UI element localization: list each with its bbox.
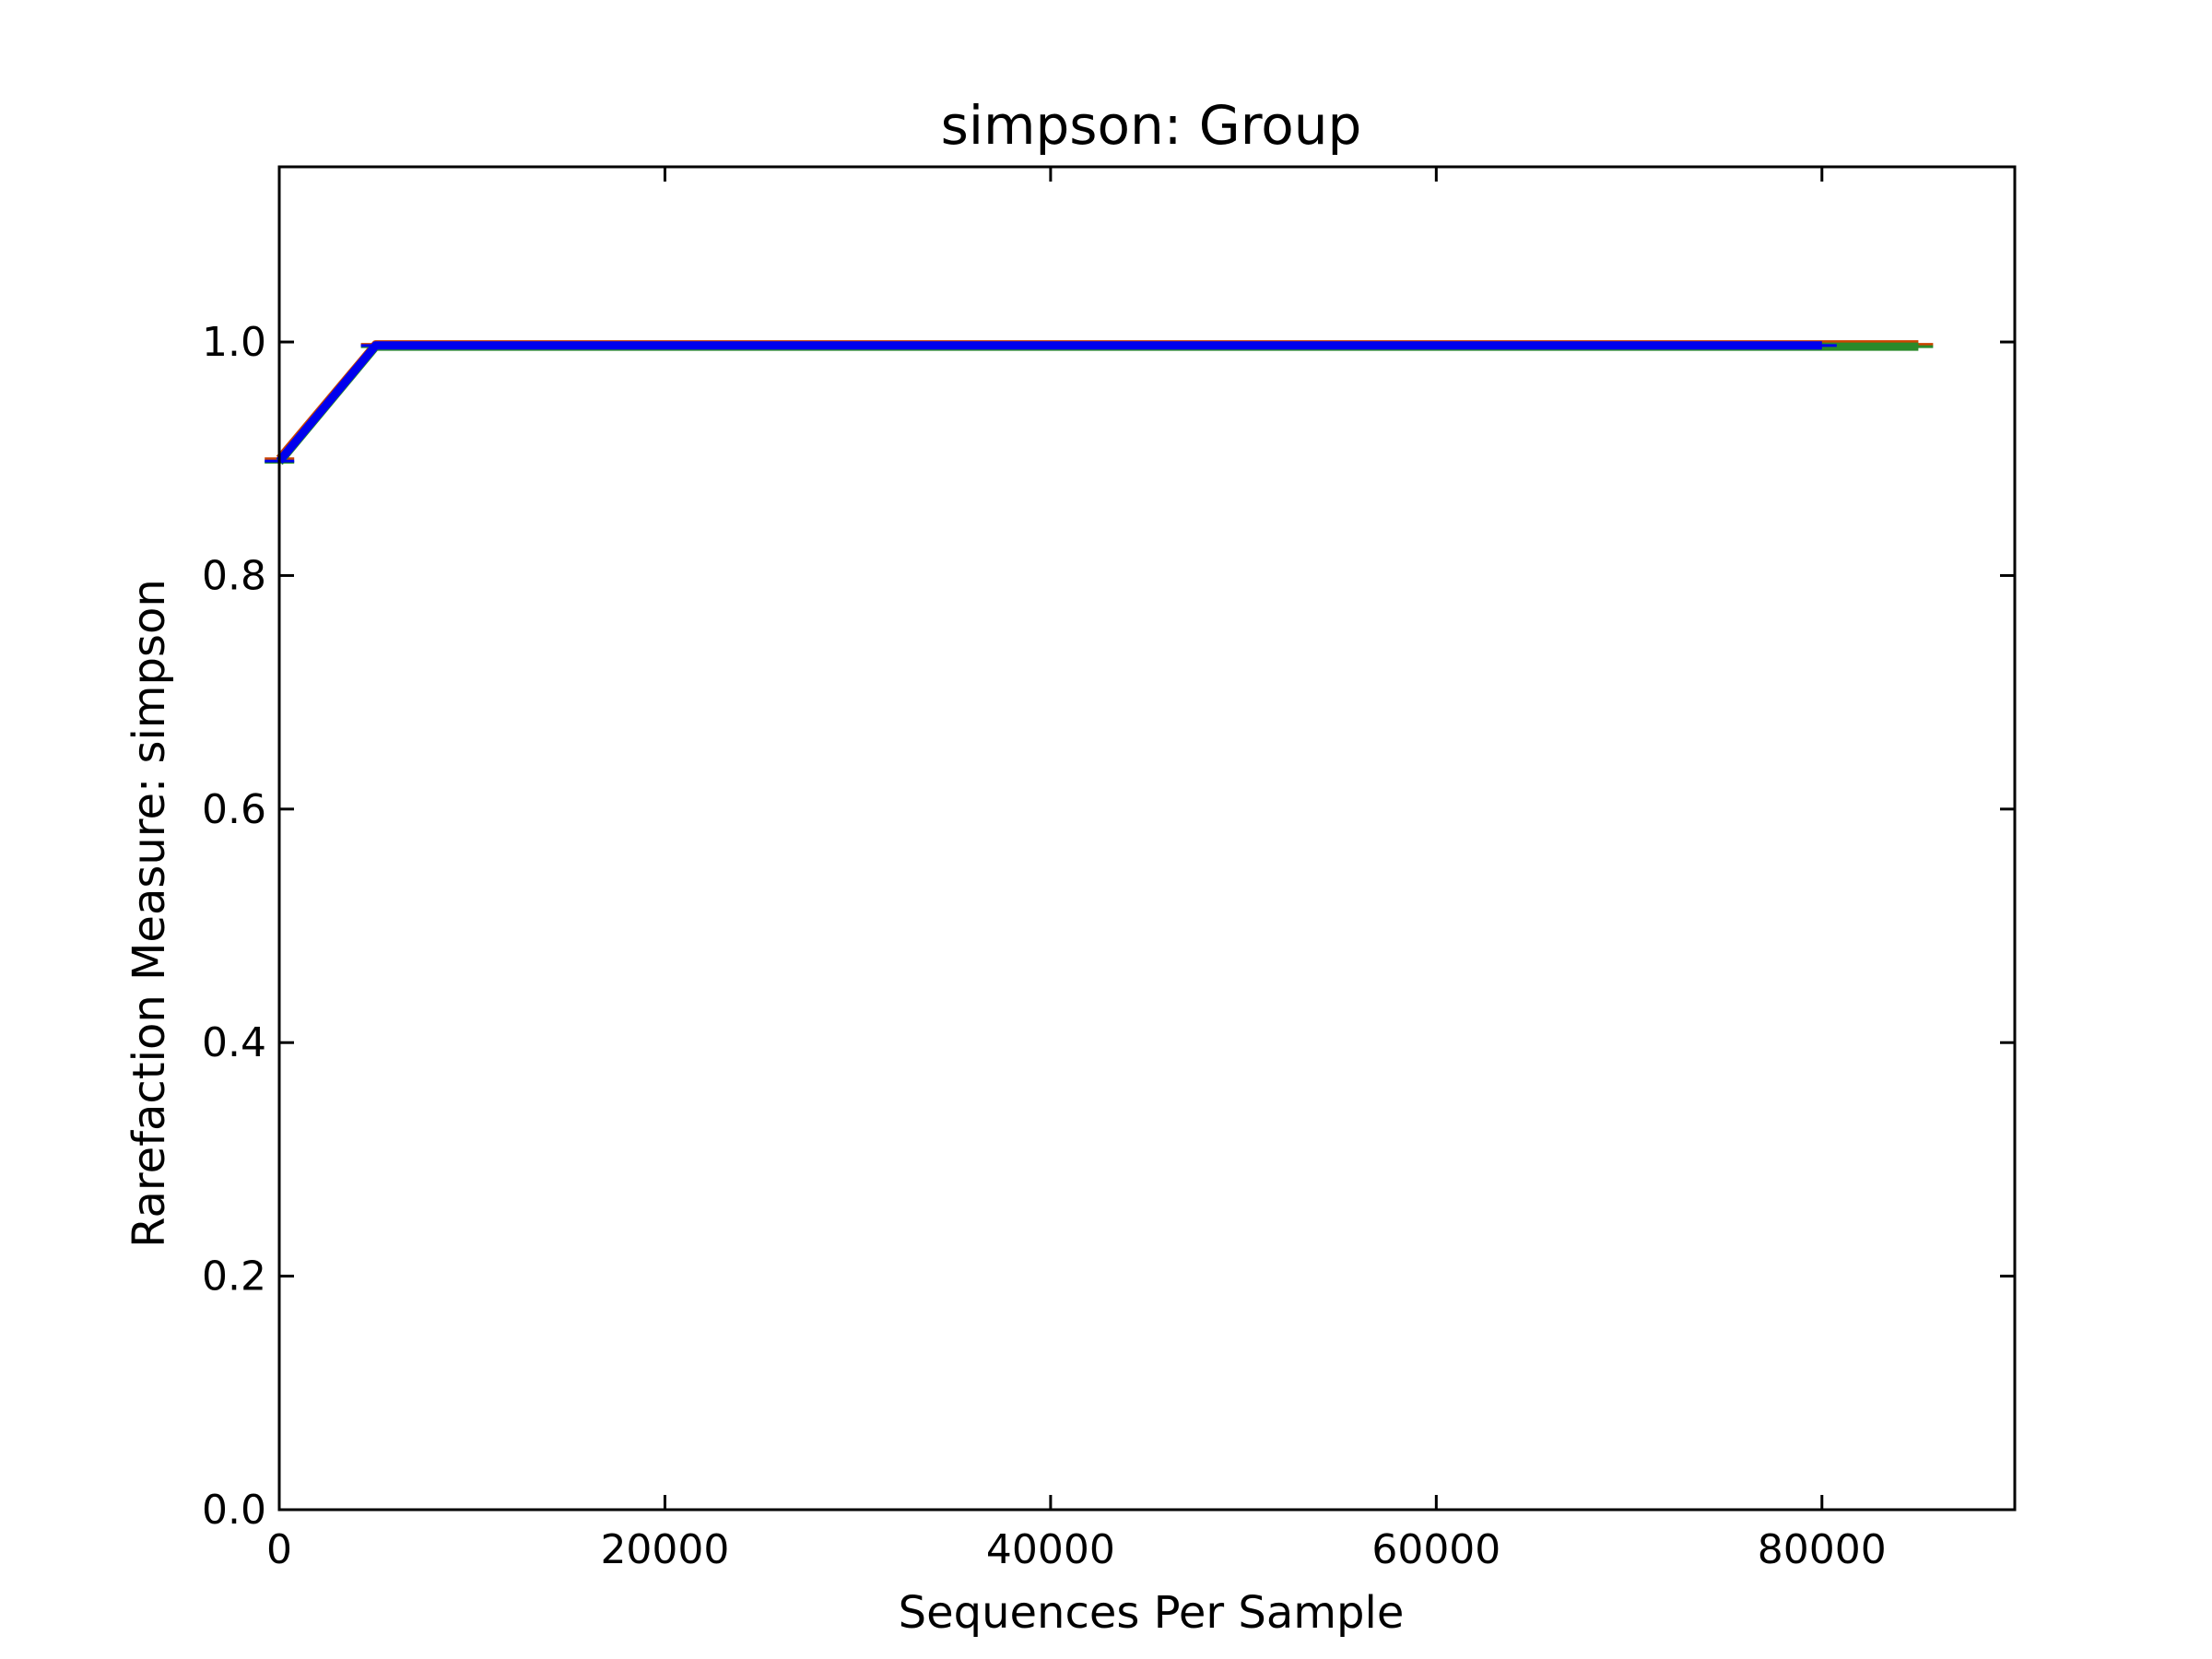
y-tick-label: 0.6 <box>202 786 266 833</box>
y-axis-title: Rarefaction Measure: simpson <box>124 579 175 1248</box>
axes-layer: 0 20000 40000 60000 80000 0.0 0.2 0.4 0.6 0.8 1.0 <box>202 165 2017 1573</box>
x-tick-label: 80000 <box>1758 1526 1887 1573</box>
y-tick-label: 0.4 <box>202 1019 266 1066</box>
x-axis-title: Sequences Per Sample <box>899 1587 1405 1639</box>
series-3 <box>265 341 1837 465</box>
y-tick-label: 1.0 <box>202 319 266 366</box>
series-layer <box>265 340 1934 465</box>
series-line <box>276 341 1822 465</box>
x-tick-label: 20000 <box>600 1526 729 1573</box>
series-line <box>276 342 1919 465</box>
x-tick-label: 0 <box>266 1526 292 1573</box>
x-tick-label: 60000 <box>1371 1526 1500 1573</box>
y-tick-label: 0.0 <box>202 1487 266 1534</box>
plot-frame <box>277 165 2017 1512</box>
series-2 <box>265 342 1934 465</box>
series-1 <box>265 340 1934 462</box>
y-tick-label: 0.8 <box>202 552 266 599</box>
series-line <box>276 340 1919 462</box>
y-tick-label: 0.2 <box>202 1253 266 1300</box>
x-tick-label: 40000 <box>986 1526 1115 1573</box>
chart-title: simpson: Group <box>941 94 1362 157</box>
